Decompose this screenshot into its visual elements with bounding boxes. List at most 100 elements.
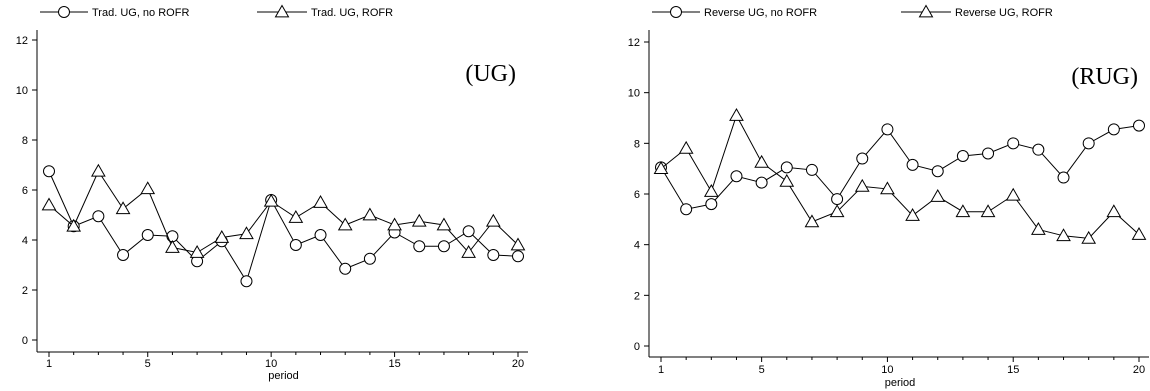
series-triangle xyxy=(653,107,1147,244)
data-point-circle xyxy=(117,249,130,261)
data-point-triangle xyxy=(387,217,402,231)
data-point-circle xyxy=(956,150,969,162)
x-tick-label: 10 xyxy=(881,364,893,376)
data-point-triangle xyxy=(804,214,820,228)
y-tick-label: 10 xyxy=(16,85,28,97)
y-tick-label: 6 xyxy=(22,185,28,197)
series-line xyxy=(48,170,519,254)
y-tick-label: 12 xyxy=(16,35,28,47)
x-tick-label: 1 xyxy=(658,364,664,376)
y-tick-label: 2 xyxy=(22,285,28,297)
data-point-circle xyxy=(982,147,995,160)
x-tick-label: 10 xyxy=(265,358,277,370)
data-point-triangle xyxy=(703,183,719,197)
data-point-triangle xyxy=(729,107,744,121)
data-point-triangle xyxy=(189,244,205,258)
data-point-triangle xyxy=(1056,228,1071,242)
y-tick-label: 0 xyxy=(634,341,640,353)
y-tick-label: 2 xyxy=(634,290,640,302)
data-point-circle xyxy=(43,165,55,178)
y-tick-label: 4 xyxy=(634,240,640,252)
legend-entry: Trad. UG, no ROFR xyxy=(40,6,189,19)
y-tick-label: 6 xyxy=(634,189,640,201)
data-point-triangle xyxy=(362,207,378,221)
data-point-triangle xyxy=(1031,221,1046,235)
x-tick-label: 20 xyxy=(512,358,524,370)
legend-label: Reverse UG, no ROFR xyxy=(704,7,817,19)
data-point-circle xyxy=(881,123,894,136)
data-point-triangle xyxy=(854,178,870,192)
data-point-triangle xyxy=(436,217,452,231)
data-point-circle xyxy=(339,262,352,275)
data-point-circle xyxy=(856,152,869,165)
legend-entry: Reverse UG, ROFR xyxy=(901,4,1053,19)
data-point-triangle xyxy=(485,213,501,227)
data-point-circle xyxy=(413,240,426,253)
y-tick-label: 8 xyxy=(634,138,640,150)
x-tick-label: 15 xyxy=(388,358,400,370)
data-point-circle xyxy=(314,229,327,241)
data-point-triangle xyxy=(510,237,526,251)
series-line xyxy=(660,125,1140,210)
x-tick-label: 1 xyxy=(46,358,52,370)
legend-marker-triangle xyxy=(918,4,934,18)
legend-label: Trad. UG, ROFR xyxy=(311,7,393,19)
series-line xyxy=(660,114,1140,239)
data-point-circle xyxy=(141,229,154,241)
data-point-circle xyxy=(705,198,718,211)
y-tick-label: 4 xyxy=(22,235,28,247)
data-point-circle xyxy=(1057,171,1070,184)
data-point-triangle xyxy=(165,239,180,253)
data-point-triangle xyxy=(115,201,131,215)
data-point-triangle xyxy=(239,226,254,240)
x-tick-label: 20 xyxy=(1133,364,1145,376)
data-point-triangle xyxy=(411,213,427,227)
x-tick-label: 15 xyxy=(1007,364,1019,376)
legend-label: Trad. UG, no ROFR xyxy=(92,7,189,19)
data-point-triangle xyxy=(263,193,279,207)
series-circle xyxy=(655,119,1145,216)
data-point-triangle xyxy=(754,154,769,168)
legend-entry: Reverse UG, no ROFR xyxy=(652,6,817,19)
data-point-circle xyxy=(730,170,743,183)
panel-label: (RUG) xyxy=(1071,64,1138,90)
data-point-circle xyxy=(363,252,376,265)
data-point-circle xyxy=(906,158,919,171)
data-point-triangle xyxy=(313,194,328,208)
data-point-triangle xyxy=(337,217,353,231)
data-point-circle xyxy=(805,163,818,176)
data-point-triangle xyxy=(880,181,895,195)
legend-label: Reverse UG, ROFR xyxy=(955,7,1053,19)
data-point-circle xyxy=(780,161,793,174)
y-tick-label: 10 xyxy=(628,88,640,100)
legend-entry: Trad. UG, ROFR xyxy=(257,4,393,19)
x-tick-label: 5 xyxy=(145,358,151,370)
data-point-triangle xyxy=(1005,187,1021,201)
y-tick-label: 8 xyxy=(22,135,28,147)
data-point-triangle xyxy=(214,229,230,243)
panel-label: (UG) xyxy=(465,61,516,87)
data-point-circle xyxy=(1107,123,1120,136)
data-point-triangle xyxy=(461,244,476,258)
data-point-triangle xyxy=(1106,204,1122,218)
x-tick-label: 5 xyxy=(759,364,765,376)
data-point-circle xyxy=(755,176,768,189)
data-point-circle xyxy=(512,250,524,263)
data-point-circle xyxy=(437,240,450,253)
data-point-triangle xyxy=(41,197,57,211)
data-point-circle xyxy=(1133,119,1145,132)
data-point-circle xyxy=(289,239,302,251)
data-point-circle xyxy=(240,275,253,288)
data-point-triangle xyxy=(905,208,920,221)
data-point-triangle xyxy=(955,204,971,218)
x-axis-title: period xyxy=(268,370,299,382)
legend-marker-circle xyxy=(670,6,682,18)
data-point-triangle xyxy=(779,173,795,187)
legend-marker-circle xyxy=(58,6,70,18)
data-point-circle xyxy=(462,225,475,238)
x-axis-title: period xyxy=(885,377,916,389)
data-point-triangle xyxy=(91,163,106,177)
